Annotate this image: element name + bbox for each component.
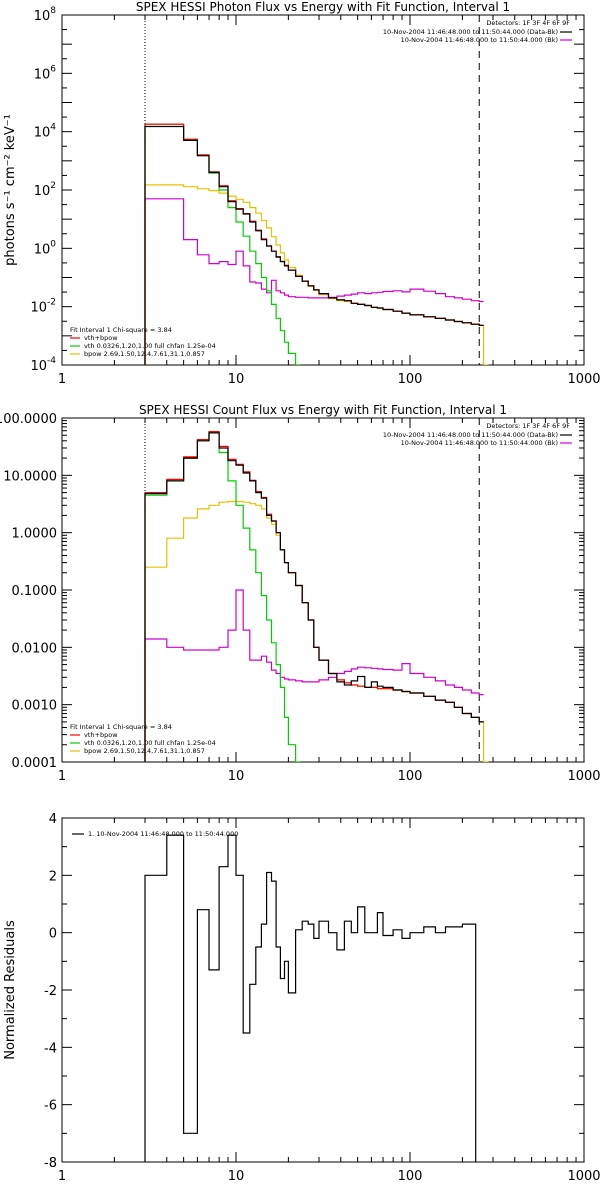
y-tick-label: 106: [34, 64, 57, 82]
x-tick-label: 10: [228, 769, 245, 784]
y-axis-label: Normalized Residuals: [3, 920, 18, 1060]
legend-entry-label: 10-Nov-2004 11:46:48.000 to 11:50:44.000…: [383, 431, 558, 439]
plot-frame: [61, 14, 585, 366]
y-tick-label: 0.0100: [12, 641, 58, 656]
series-bpow: [144, 500, 489, 762]
y-tick-label: 104: [34, 123, 57, 141]
x-tick-label: 100: [398, 769, 423, 784]
y-tick-label: 108: [34, 6, 57, 24]
chart-panel-1: SPEX HESSI Photon Flux vs Energy with Fi…: [3, 0, 600, 387]
fit-legend-label: bpow 2.69,1.50,12.4,7.61,31.1,0.857: [84, 747, 205, 755]
series-residuals: [144, 834, 477, 1162]
fit-legend-label: vth 0.0326,1.20,1.00 full chfan 1.25e-04: [84, 739, 216, 747]
y-tick-label: -6: [44, 1099, 57, 1114]
y-tick-label: 0.0010: [12, 699, 58, 714]
y-tick-label: 100.0000: [0, 412, 57, 427]
y-tick-label: 2: [49, 869, 57, 884]
chart-title: SPEX HESSI Photon Flux vs Energy with Fi…: [136, 0, 510, 14]
series-group: [144, 834, 477, 1162]
y-tick-label: 0.1000: [12, 584, 58, 599]
x-tick-label: 1000: [567, 372, 600, 387]
y-axis-label: photons s⁻¹ cm⁻² keV⁻¹: [3, 114, 18, 266]
legend-entry-label: 10-Nov-2004 11:46:48.000 to 11:50:44.000…: [401, 36, 558, 44]
x-tick-label: 1: [58, 372, 66, 387]
y-tick-label: 10.0000: [3, 469, 57, 484]
legend-entry-label: 10-Nov-2004 11:46:48.000 to 11:50:44.000…: [401, 439, 558, 447]
y-tick-label: 4: [49, 812, 57, 827]
fit-legend-label: vth+bpow: [84, 731, 118, 739]
series-group: [144, 123, 489, 365]
y-tick-label: 102: [34, 181, 56, 199]
y-tick-label: -4: [44, 1041, 57, 1056]
series-bpow: [144, 184, 489, 365]
series-group: [144, 431, 489, 762]
chart-title: SPEX HESSI Count Flux vs Energy with Fit…: [139, 403, 507, 417]
y-tick-label: 0: [49, 927, 57, 942]
legend-detectors: Detectors: 1F 3F 4F 6F 9F: [486, 19, 570, 27]
legend-detectors: Detectors: 1F 3F 4F 6F 9F: [486, 422, 570, 430]
series-background: [144, 198, 484, 365]
y-tick-label: 0.0001: [12, 756, 58, 771]
plot-frame: [61, 817, 585, 1163]
y-tick-label: -8: [44, 1156, 57, 1171]
chart-panel-3: 1 10 100 1000 -8 -6 -4 -2 0 2 4 Normalized Residual…: [3, 812, 600, 1184]
fit-legend-label: vth 0.0326,1.20,1.00 full chfan 1.25e-04: [84, 342, 216, 350]
x-tick-label: 1: [58, 769, 66, 784]
x-tick-label: 1: [58, 1169, 66, 1184]
chart-panel-2: SPEX HESSI Count Flux vs Energy with Fit…: [0, 403, 600, 784]
fit-legend-label: vth+bpow: [84, 334, 118, 342]
fit-legend-header: Fit Interval 1 Chi-square = 3.84: [70, 326, 172, 334]
y-tick-label: 10-4: [30, 356, 56, 374]
series-total: [144, 431, 484, 762]
fit-legend-label: bpow 2.69,1.50,12.4,7.61,31.1,0.857: [84, 350, 205, 358]
legend-entry-label: 10-Nov-2004 11:46:48.000 to 11:50:44.000…: [383, 28, 558, 36]
series-background: [144, 589, 484, 762]
x-tick-label: 100: [398, 1169, 423, 1184]
y-tick-label: 10-2: [30, 298, 56, 316]
x-tick-label: 100: [398, 372, 423, 387]
x-tick-label: 1000: [567, 769, 600, 784]
series-total: [144, 123, 484, 365]
y-tick-label: 1.0000: [12, 527, 58, 542]
series-data: [144, 125, 484, 365]
series-data: [144, 432, 484, 762]
plot-frame: [61, 417, 585, 763]
x-tick-label: 10: [228, 1169, 245, 1184]
series-vth: [144, 432, 301, 762]
y-tick-label: -2: [44, 984, 57, 999]
x-tick-label: 10: [228, 372, 245, 387]
fit-legend-header: Fit Interval 1 Chi-square = 3.84: [70, 723, 172, 731]
x-tick-label: 1000: [567, 1169, 600, 1184]
y-tick-label: 100: [34, 239, 57, 257]
legend-label: 1. 10-Nov-2004 11:46:48.000 to 11:50:44.…: [88, 830, 238, 838]
